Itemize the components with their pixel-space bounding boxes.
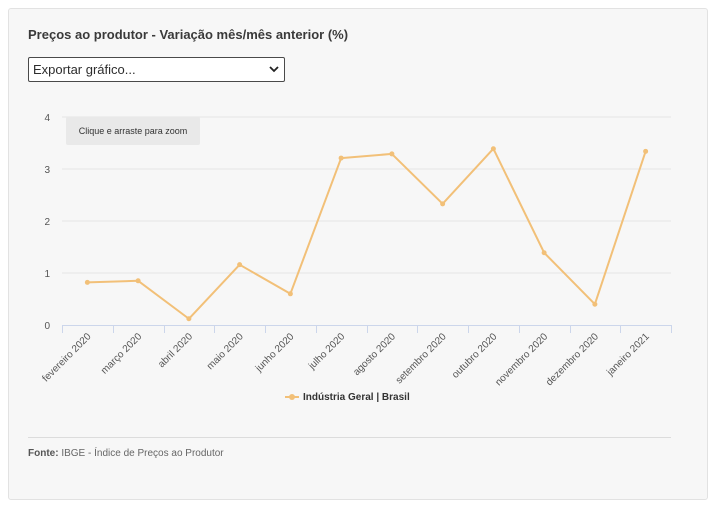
x-tick-label: janeiro 2021 <box>604 331 652 379</box>
data-point <box>541 250 547 256</box>
divider <box>28 437 671 438</box>
legend-line-marker-icon <box>285 393 299 401</box>
source-note: Fonte: IBGE - Índice de Preços ao Produt… <box>28 448 224 459</box>
chart-title: Preços ao produtor - Variação mês/mês an… <box>28 27 349 42</box>
x-tick-label: setembro 2020 <box>394 331 449 386</box>
y-tick-label: 2 <box>44 217 50 228</box>
data-point <box>237 262 243 268</box>
x-tick-label: agosto 2020 <box>351 331 398 378</box>
x-tick-label: junho 2020 <box>253 331 297 375</box>
data-point <box>287 291 293 297</box>
x-tick-label: maio 2020 <box>205 331 246 372</box>
x-tick-label: novembro 2020 <box>493 331 550 388</box>
zoom-hint: Clique e arraste para zoom <box>66 117 200 145</box>
x-tick-label: outubro 2020 <box>450 331 500 381</box>
data-point <box>389 151 395 157</box>
data-point <box>592 301 598 307</box>
x-tick-label: julho 2020 <box>306 331 347 372</box>
source-text: IBGE - Índice de Preços ao Produtor <box>61 448 224 459</box>
chart-card <box>8 8 708 500</box>
data-point <box>643 148 649 154</box>
chevron-down-icon <box>269 66 279 73</box>
export-chart-select[interactable]: Exportar gráfico... <box>28 57 285 82</box>
y-tick-label: 3 <box>44 165 50 176</box>
legend-label: Indústria Geral | Brasil <box>303 392 410 403</box>
series-line <box>87 147 647 320</box>
y-tick-label: 0 <box>44 321 50 332</box>
data-point <box>135 278 141 284</box>
data-point <box>440 201 446 207</box>
x-tick-label: fevereiro 2020 <box>41 331 94 384</box>
legend-item[interactable]: Indústria Geral | Brasil <box>285 392 410 406</box>
x-tick-label: abril 2020 <box>156 331 195 370</box>
x-tick-label: março 2020 <box>99 331 144 376</box>
data-point <box>84 279 90 285</box>
export-select-value: Exportar gráfico... <box>33 62 136 77</box>
data-point <box>338 155 344 161</box>
x-tick-label: dezembro 2020 <box>544 331 601 388</box>
data-point <box>186 316 192 322</box>
y-tick-label: 4 <box>44 113 50 124</box>
y-tick-label: 1 <box>44 269 50 280</box>
data-point <box>490 146 496 152</box>
source-label: Fonte: <box>28 448 59 459</box>
